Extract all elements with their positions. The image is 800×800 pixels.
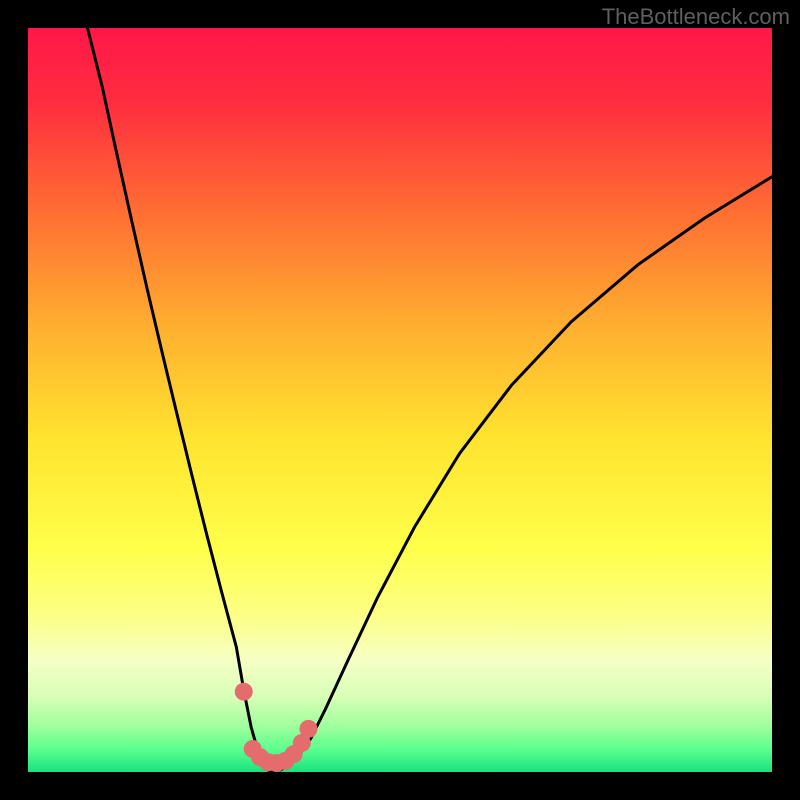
- bottleneck-chart: [0, 0, 800, 800]
- chart-container: { "watermark": { "text": "TheBottleneck.…: [0, 0, 800, 800]
- watermark-text: TheBottleneck.com: [602, 4, 790, 30]
- gradient-background: [28, 28, 772, 772]
- marker-dot: [299, 720, 317, 738]
- marker-dot: [235, 683, 253, 701]
